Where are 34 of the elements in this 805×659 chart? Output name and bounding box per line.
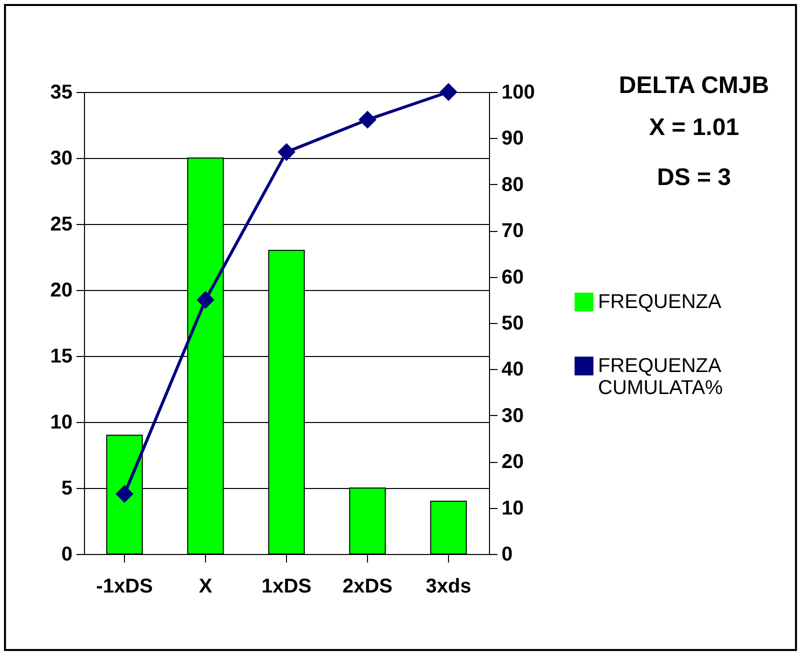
y-tick-label: 25 <box>50 214 72 236</box>
text: DS = 3 <box>656 164 732 191</box>
text: DELTA CMJB <box>618 72 770 99</box>
point <box>116 484 134 503</box>
x-tick-label: 3xds <box>426 576 472 598</box>
y2-tick-label: 10 <box>502 497 524 520</box>
y-tick-label: 30 <box>50 148 72 170</box>
y2-tick-label: 100 <box>502 82 535 104</box>
y2-tick-label: 60 <box>502 266 524 288</box>
point <box>440 83 458 101</box>
legend-label: FREQUENZA CUMULATA% <box>598 355 724 399</box>
y2-tick-label: 40 <box>502 358 524 381</box>
x-tick-label: -1xDS <box>96 576 153 598</box>
y2-tick-label: 0 <box>502 544 513 566</box>
y-tick-label: 20 <box>50 280 72 302</box>
y-tick-label: 35 <box>50 82 72 104</box>
point <box>278 143 296 162</box>
y2-tick-label: 50 <box>502 312 524 334</box>
text: X = 1.01 <box>648 114 740 141</box>
y2-tick-label: 20 <box>502 451 524 474</box>
y2-tick-label: 30 <box>502 404 524 427</box>
legend-label: FREQUENZA <box>598 291 722 313</box>
y2-tick-label: 90 <box>502 128 524 150</box>
point <box>196 290 214 309</box>
x-tick-label: 2xDS <box>342 576 393 598</box>
y-tick-label: 15 <box>50 346 72 368</box>
y2-tick-label: 70 <box>502 220 524 242</box>
y-tick-label: 0 <box>61 544 72 566</box>
point <box>358 110 376 129</box>
y-tick-label: 10 <box>50 412 72 434</box>
x-tick-label: X <box>198 576 213 598</box>
x-tick-label: 1xDS <box>261 576 312 598</box>
y-tick-label: 5 <box>61 478 72 500</box>
y2-tick-label: 80 <box>502 174 524 196</box>
